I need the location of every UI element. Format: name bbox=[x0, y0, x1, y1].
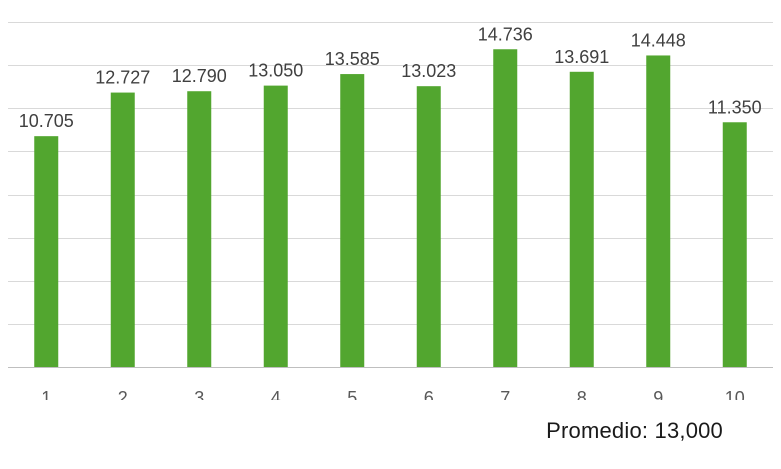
bar-7 bbox=[493, 49, 518, 367]
bars bbox=[34, 49, 747, 368]
x-tick-label-5: 5 bbox=[347, 388, 357, 400]
data-label-1: 10.705 bbox=[19, 111, 74, 131]
average-annotation: Promedio: 13,000 bbox=[546, 418, 723, 443]
bar-9 bbox=[646, 55, 671, 368]
x-tick-labels: 1 2 3 4 5 6 7 8 9 10 bbox=[41, 388, 745, 400]
x-tick-label-9: 9 bbox=[653, 388, 663, 400]
x-tick-label-8: 8 bbox=[577, 388, 587, 400]
bar-chart: 10.705 12.727 12.790 13.050 13.585 13.023 14.7… bbox=[8, 22, 773, 400]
x-tick-label-6: 6 bbox=[424, 388, 434, 400]
data-label-2: 12.727 bbox=[95, 68, 150, 88]
data-label-10: 11.350 bbox=[708, 97, 762, 117]
x-tick-label-1: 1 bbox=[41, 388, 51, 400]
gridlines bbox=[8, 22, 773, 325]
bar-4 bbox=[263, 85, 288, 368]
x-tick-label-2: 2 bbox=[118, 388, 128, 400]
data-label-3: 12.790 bbox=[172, 66, 227, 86]
bar-10 bbox=[722, 122, 747, 368]
bar-1 bbox=[34, 136, 59, 367]
bar-5 bbox=[340, 74, 365, 367]
x-tick-label-7: 7 bbox=[500, 388, 510, 400]
bar-3 bbox=[187, 91, 212, 367]
x-tick-label-10: 10 bbox=[725, 388, 745, 400]
x-tick-label-3: 3 bbox=[194, 388, 204, 400]
data-label-5: 13.585 bbox=[325, 49, 380, 69]
data-label-7: 14.736 bbox=[478, 24, 533, 44]
data-label-6: 13.023 bbox=[401, 61, 456, 81]
bar-6 bbox=[416, 86, 441, 367]
bar-2 bbox=[110, 92, 135, 367]
data-label-4: 13.050 bbox=[248, 61, 303, 81]
data-label-8: 13.691 bbox=[554, 47, 609, 67]
x-tick-label-4: 4 bbox=[271, 388, 281, 400]
data-label-9: 14.448 bbox=[631, 30, 686, 50]
bar-8 bbox=[569, 71, 594, 367]
data-labels: 10.705 12.727 12.790 13.050 13.585 13.023 14.7… bbox=[19, 24, 762, 131]
